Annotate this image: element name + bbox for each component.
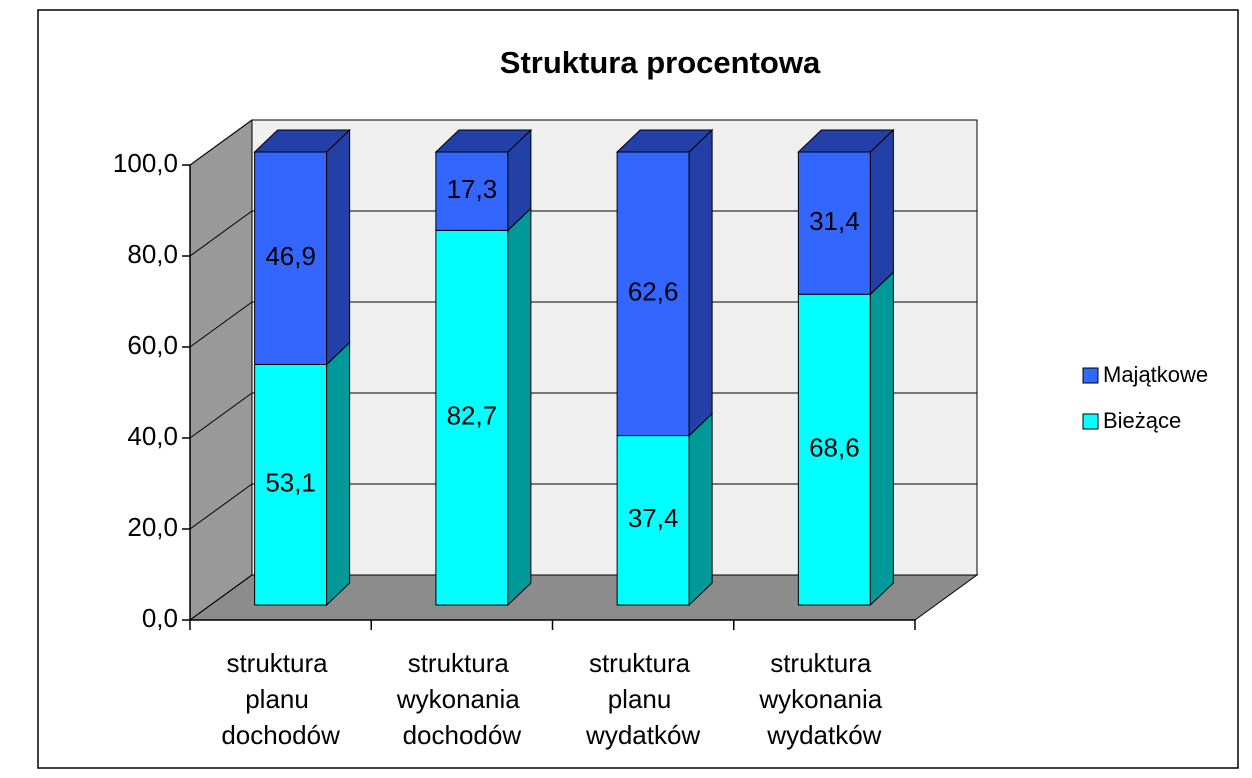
bar-segment bbox=[254, 151, 328, 365]
grid-line bbox=[189, 392, 253, 439]
value-label: 46,9 bbox=[265, 241, 316, 271]
value-label: 62,6 bbox=[628, 277, 679, 307]
value-label: 37,4 bbox=[628, 503, 679, 533]
y-tick-label: 20,0 bbox=[127, 512, 178, 542]
bar-side bbox=[869, 271, 894, 607]
bar-side bbox=[326, 128, 351, 366]
bar-segment bbox=[435, 229, 509, 606]
legend-label: Bieżące bbox=[1103, 408, 1181, 433]
grid-line bbox=[189, 210, 253, 257]
x-tick-label: struktura planu dochodów bbox=[221, 648, 340, 750]
legend-swatch bbox=[1082, 367, 1099, 384]
grid-line bbox=[189, 574, 253, 621]
grid-line bbox=[189, 119, 253, 166]
value-label: 17,3 bbox=[447, 174, 498, 204]
bar-side bbox=[688, 412, 713, 607]
value-label: 53,1 bbox=[265, 468, 316, 498]
bar-segment bbox=[435, 151, 509, 231]
y-tick-label: 0,0 bbox=[142, 603, 178, 633]
y-tick-label: 40,0 bbox=[127, 421, 178, 451]
grid-line bbox=[189, 301, 253, 348]
bar-segment bbox=[254, 363, 328, 606]
legend-label: Majątkowe bbox=[1103, 362, 1208, 387]
bar-top bbox=[253, 129, 351, 153]
legend-swatch bbox=[1082, 413, 1099, 430]
bar-side bbox=[869, 128, 894, 296]
y-tick-label: 80,0 bbox=[127, 239, 178, 269]
value-label: 31,4 bbox=[809, 206, 860, 236]
bar-side bbox=[507, 207, 532, 607]
x-tick-label: struktura wykonania wydatków bbox=[758, 648, 889, 750]
bar-side bbox=[688, 128, 713, 437]
x-tick-label: struktura wykonania dochodów bbox=[396, 648, 527, 750]
chart-title: Struktura procentowa bbox=[500, 45, 821, 80]
bar-top bbox=[434, 129, 533, 153]
value-label: 68,6 bbox=[809, 432, 860, 462]
bar-top bbox=[615, 129, 714, 153]
y-tick-label: 100,0 bbox=[113, 148, 178, 178]
x-tick-label: struktura planu wydatków bbox=[585, 648, 700, 750]
bar-segment bbox=[797, 293, 871, 606]
grid-line bbox=[189, 483, 253, 530]
bar-segment bbox=[616, 435, 690, 606]
bar-segment bbox=[797, 151, 871, 295]
bar-top bbox=[797, 129, 895, 153]
y-tick-label: 60,0 bbox=[127, 330, 178, 360]
bar-side bbox=[326, 341, 351, 607]
value-label: 82,7 bbox=[447, 401, 498, 431]
side-wall bbox=[189, 119, 253, 621]
